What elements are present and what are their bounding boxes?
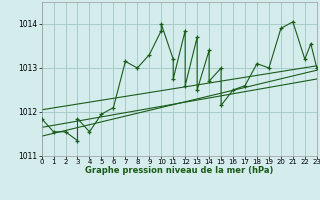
- X-axis label: Graphe pression niveau de la mer (hPa): Graphe pression niveau de la mer (hPa): [85, 166, 273, 175]
